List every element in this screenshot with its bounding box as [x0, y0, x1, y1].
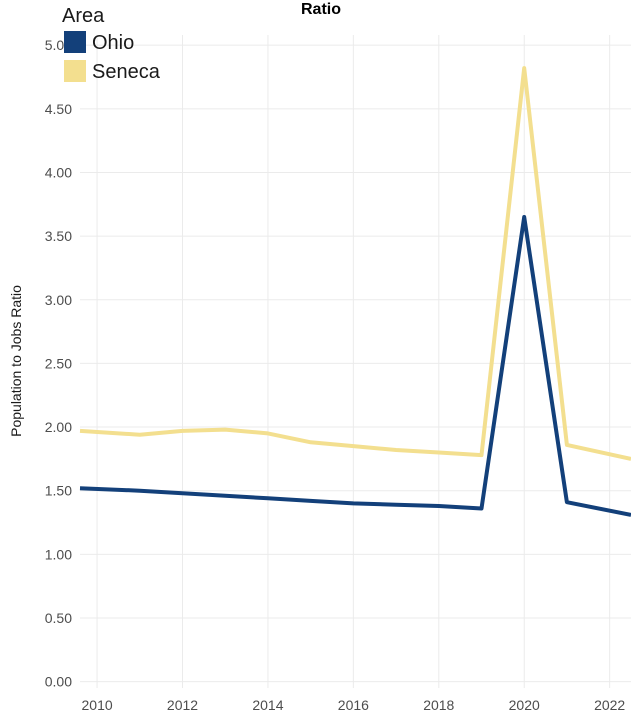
legend-label-seneca: Seneca	[92, 61, 161, 83]
y-tick-label: 1.00	[45, 546, 72, 562]
y-tick-label: 4.50	[45, 101, 72, 117]
x-tick-label: 2014	[252, 697, 283, 713]
x-tick-label: 2018	[423, 697, 454, 713]
x-tick-label: 2016	[338, 697, 369, 713]
x-tick-label: 2010	[82, 697, 113, 713]
y-tick-label: 2.00	[45, 419, 72, 435]
legend-swatch-ohio	[64, 31, 86, 53]
series-lines	[79, 66, 631, 517]
x-tick-label: 2020	[509, 697, 540, 713]
legend-swatch-seneca	[64, 60, 86, 82]
x-tick-label: 2022	[594, 697, 625, 713]
grid	[80, 35, 631, 688]
y-tick-label: 4.00	[45, 164, 72, 180]
y-axis: 0.00 0.50 1.00 1.50 2.00 2.50 3.00 3.50 4.00 4.50…	[45, 37, 72, 689]
y-tick-label: 3.00	[45, 292, 72, 308]
legend: Area Ohio Seneca	[62, 5, 161, 83]
series-line-ohio	[79, 215, 631, 517]
y-tick-label: 3.50	[45, 228, 72, 244]
legend-title: Area	[62, 5, 105, 27]
y-axis-title: Population to Jobs Ratio	[8, 285, 24, 437]
x-tick-label: 2012	[167, 697, 198, 713]
y-tick-label: 1.50	[45, 483, 72, 499]
y-tick-label: 2.50	[45, 355, 72, 371]
legend-label-ohio: Ohio	[92, 32, 134, 54]
series-line-seneca	[79, 66, 631, 461]
y-tick-label: 0.50	[45, 610, 72, 626]
chart-title: Ratio	[301, 1, 341, 18]
y-tick-label: 0.00	[45, 674, 72, 690]
x-axis: 2010 2012 2014 2016 2018 2020 2022	[82, 697, 626, 713]
